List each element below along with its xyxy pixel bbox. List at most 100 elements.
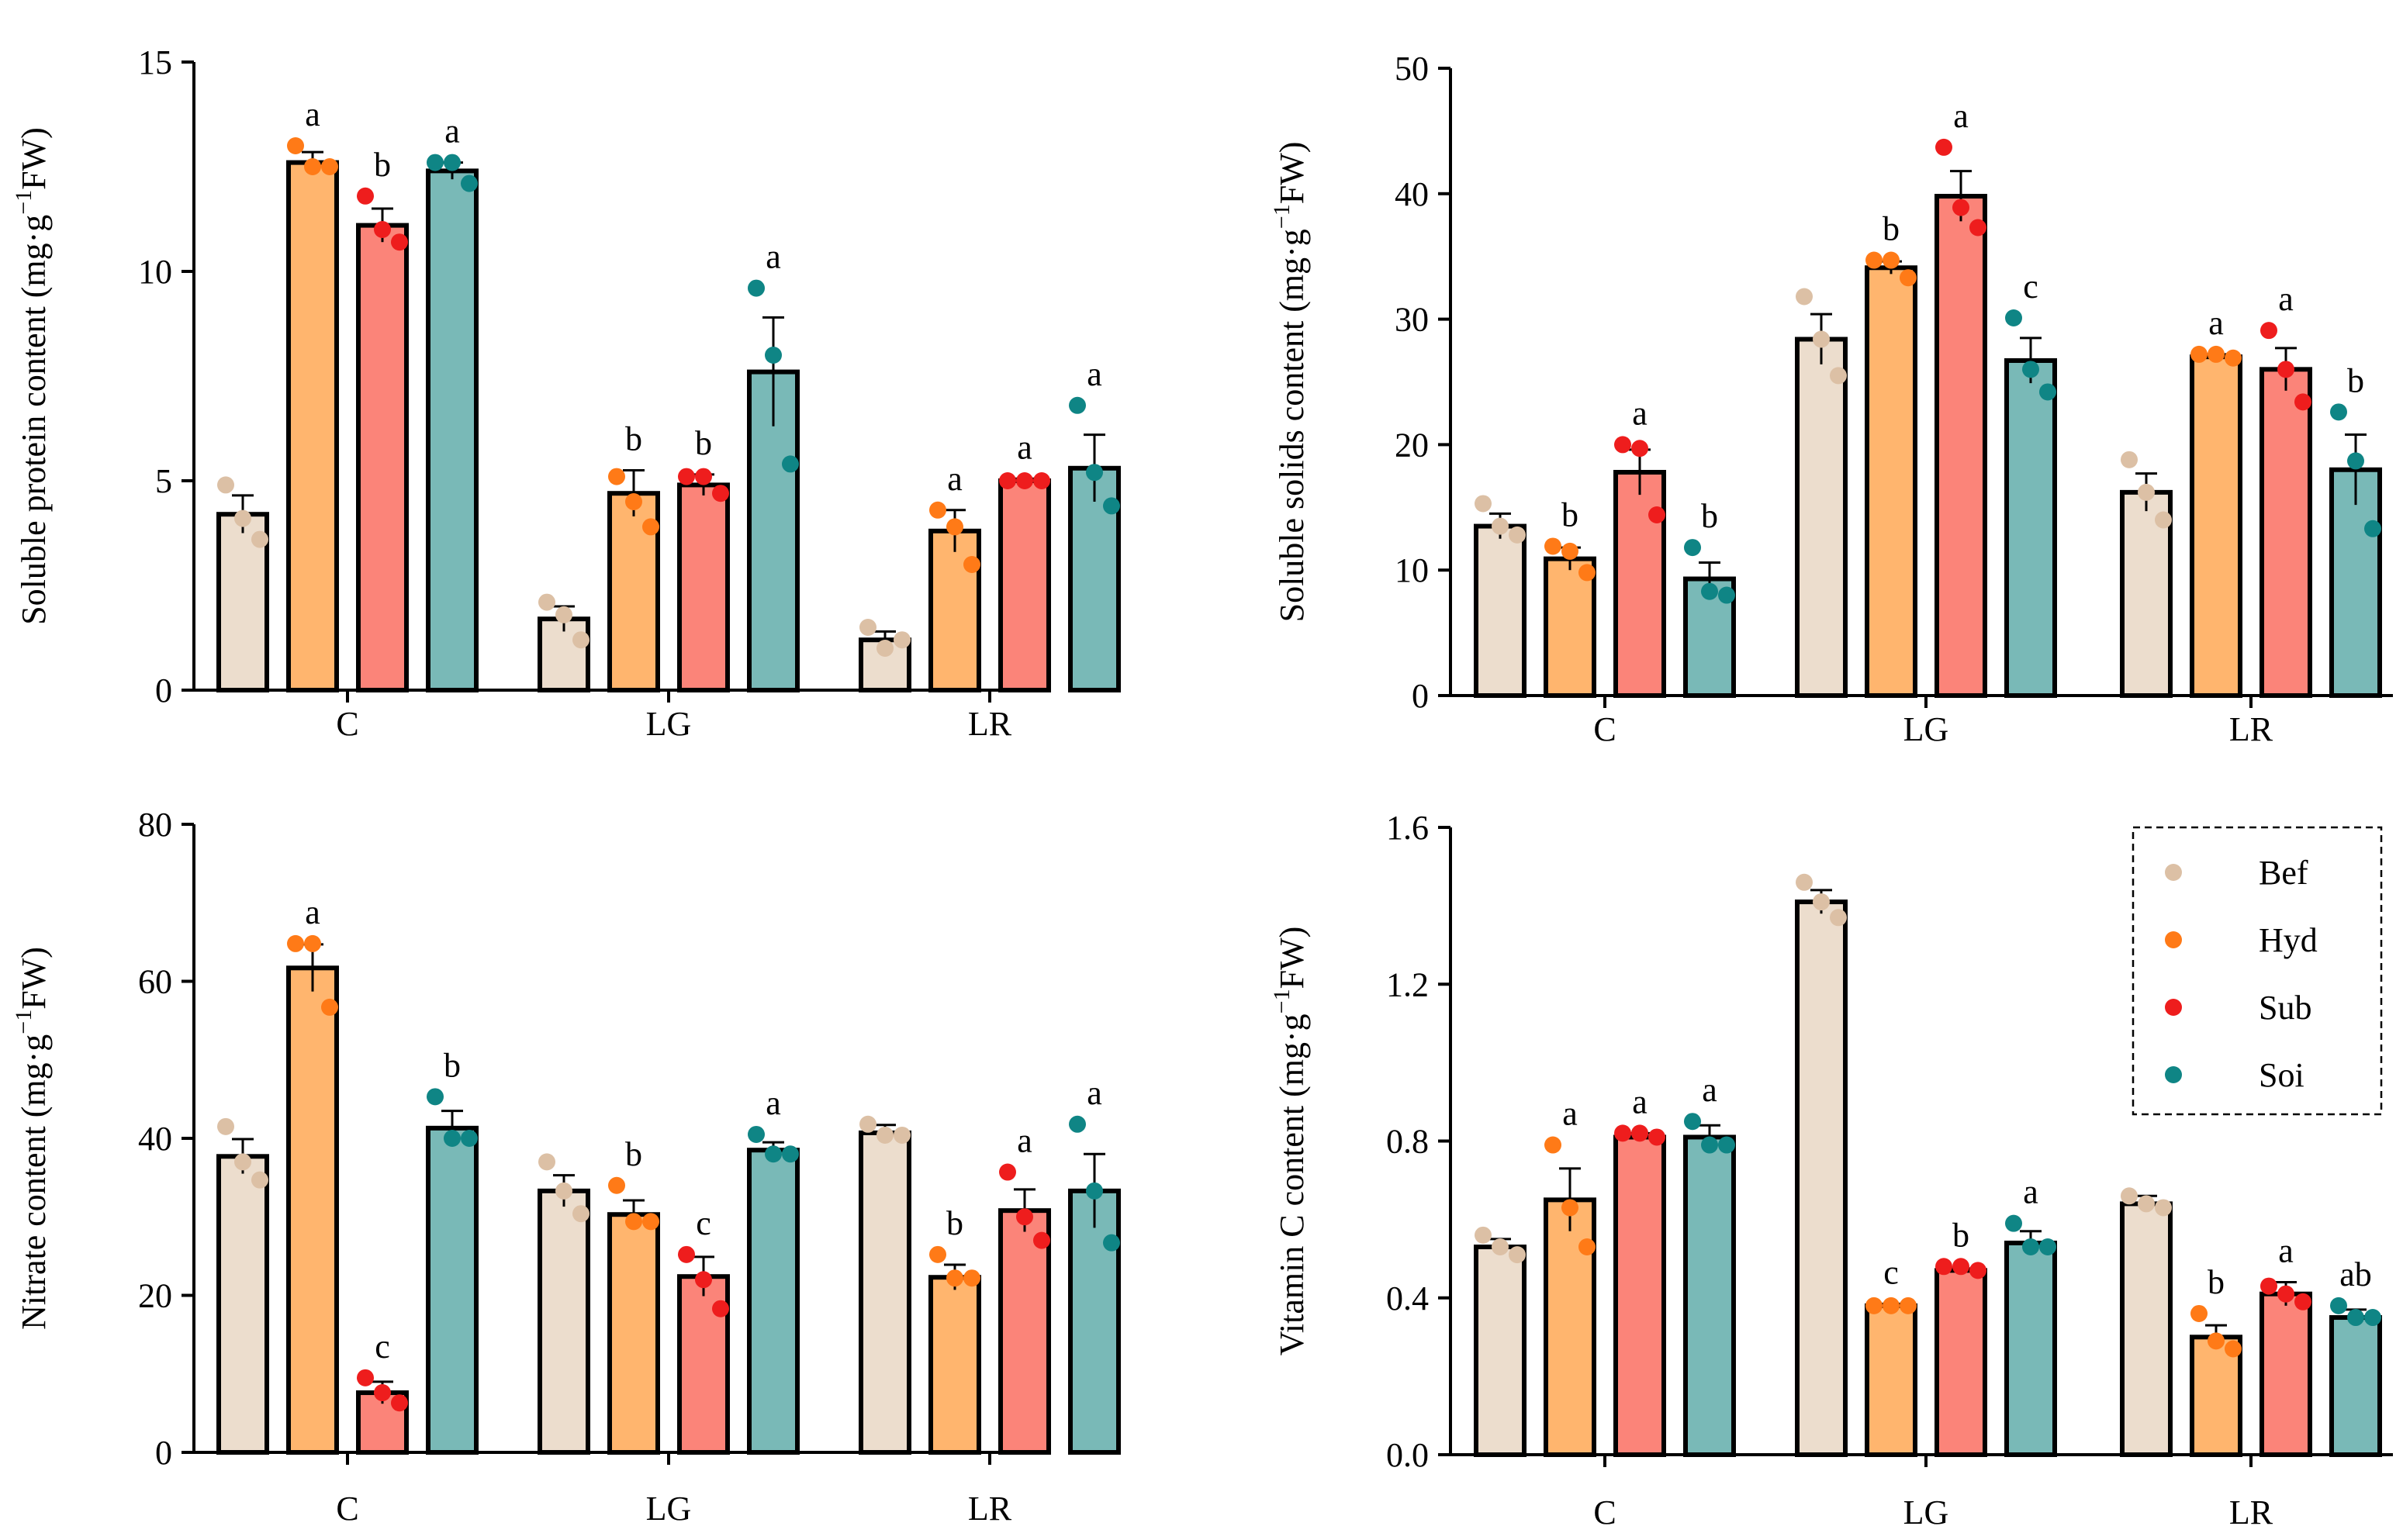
data-point: [2039, 383, 2056, 401]
data-point: [946, 518, 963, 536]
significance-letter: ab: [2339, 1255, 2372, 1293]
data-point: [1069, 1115, 1086, 1133]
data-point: [642, 518, 659, 536]
y-tick-label: 5: [155, 462, 172, 500]
data-point: [712, 1300, 729, 1317]
data-point: [357, 187, 374, 205]
data-point: [2277, 1285, 2294, 1303]
chart-panel-top-right: 0 10 20 30 40 50 Soluble solids content (mg·g−…: [1269, 50, 2393, 748]
bar: [2004, 1240, 2057, 1458]
data-point: [287, 137, 304, 154]
bar: [286, 160, 339, 693]
significance-letter: a: [1953, 97, 1969, 135]
data-point: [1648, 506, 1665, 524]
bar: [1935, 194, 1987, 698]
data-point: [929, 1245, 946, 1263]
bar: [607, 1212, 660, 1455]
data-point: [695, 1271, 712, 1289]
significance-letter: a: [305, 95, 320, 133]
y-tick-label: 0.4: [1386, 1279, 1429, 1317]
y-tick-label: 40: [1395, 175, 1429, 213]
bar: [286, 965, 339, 1455]
y-tick-label: 20: [138, 1277, 172, 1315]
x-tick-label: LG: [646, 705, 692, 743]
data-point: [391, 233, 408, 251]
data-point: [748, 1125, 765, 1143]
y-tick-label: 80: [138, 806, 172, 844]
data-point: [1813, 893, 1830, 911]
data-point: [217, 1117, 234, 1135]
data-point: [251, 1171, 268, 1189]
significance-letter: b: [1561, 495, 1578, 533]
data-point: [2190, 345, 2208, 363]
bar: [1544, 556, 1596, 698]
data-point: [1830, 367, 1847, 385]
bar: [426, 168, 479, 692]
y-tick-label: 0.0: [1386, 1436, 1429, 1474]
data-point: [2022, 361, 2039, 378]
data-point: [1033, 1231, 1050, 1249]
data-point: [391, 1394, 408, 1412]
bar: [2329, 1315, 2382, 1457]
data-point: [1016, 472, 1033, 489]
significance-letter: b: [625, 1135, 642, 1173]
data-point: [608, 468, 625, 485]
data-point: [2208, 345, 2225, 363]
significance-letter: a: [1087, 355, 1102, 393]
data-point: [538, 593, 555, 611]
data-point: [1796, 873, 1813, 891]
legend-marker-soi: [2165, 1066, 2182, 1083]
data-point: [1684, 1113, 1701, 1131]
data-point: [1830, 909, 1847, 927]
data-point: [2005, 309, 2022, 326]
data-point: [1614, 1124, 1631, 1142]
data-point: [2225, 349, 2242, 367]
y-tick-label: 0.8: [1386, 1123, 1429, 1161]
y-axis-label: Soluble protein content (mg·g−1FW): [11, 127, 53, 625]
significance-letter: b: [2347, 361, 2364, 399]
significance-letter: a: [2278, 1232, 2294, 1270]
bar: [998, 478, 1051, 692]
bar: [1474, 1245, 1527, 1458]
data-point: [357, 1369, 374, 1386]
legend-marker-bef: [2165, 864, 2182, 881]
y-tick-label: 40: [138, 1120, 172, 1158]
data-point: [2225, 1340, 2242, 1358]
significance-letter: a: [305, 893, 320, 931]
data-point: [444, 154, 461, 171]
data-point: [765, 347, 782, 364]
chart-panel-bottom-left: 0 20 40 60 80 Nitrate content (mg·g−1FW) Ca c b L…: [11, 806, 1121, 1528]
data-point: [695, 468, 712, 485]
data-point: [2364, 1309, 2381, 1327]
data-point: [1684, 539, 1701, 557]
bar: [1613, 1134, 1666, 1457]
significance-letter: b: [625, 420, 642, 458]
data-point: [1718, 1136, 1735, 1154]
legend-label-soi: Soi: [2259, 1056, 2304, 1094]
significance-letter: a: [1632, 394, 1648, 432]
data-point: [1952, 1258, 1969, 1276]
data-point: [2364, 520, 2381, 537]
chart-panel-bottom-right: 0.0 0.4 0.8 1.2 1.6 Vitamin C content (mg·g−1…: [1269, 809, 2393, 1531]
data-point: [1103, 497, 1120, 515]
data-point: [538, 1153, 555, 1171]
significance-letter: b: [374, 146, 391, 184]
data-point: [461, 1130, 478, 1147]
data-point: [1475, 1226, 1492, 1244]
y-axis-label: Nitrate content (mg·g−1FW): [11, 947, 53, 1330]
significance-letter: a: [2208, 304, 2224, 342]
data-point: [2208, 1332, 2225, 1350]
significance-letter: c: [2023, 268, 2038, 306]
data-point: [2277, 361, 2294, 378]
data-point: [304, 158, 321, 175]
x-tick-label: LG: [646, 1490, 692, 1528]
data-point: [234, 1153, 251, 1171]
significance-letter: a: [1632, 1082, 1648, 1120]
data-point: [2005, 1214, 2022, 1232]
data-point: [2260, 322, 2277, 340]
bar: [2190, 354, 2242, 698]
data-point: [946, 1269, 963, 1287]
data-point: [2294, 1293, 2311, 1310]
bar: [928, 1275, 981, 1455]
bar: [859, 1130, 911, 1455]
